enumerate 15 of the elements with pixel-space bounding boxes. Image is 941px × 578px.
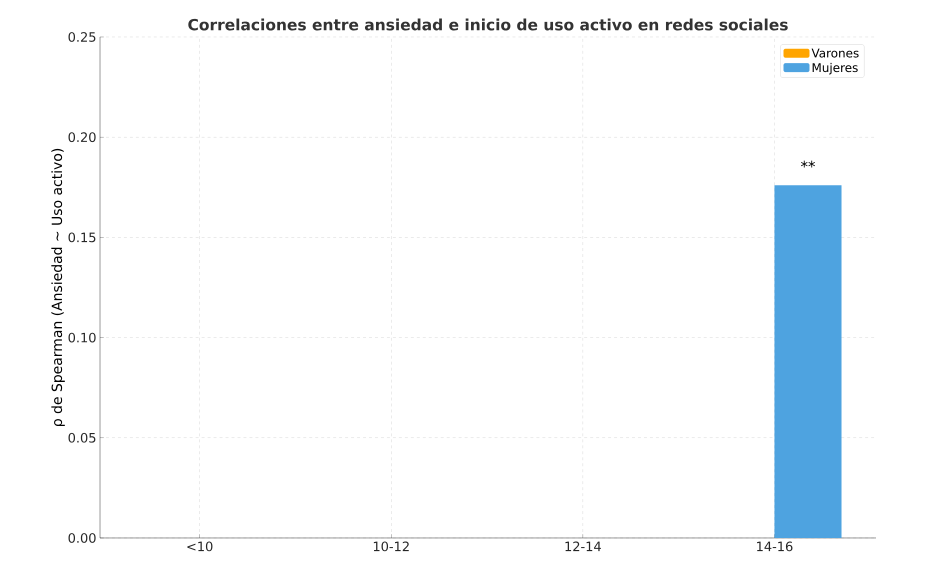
x-tick-label: 10-12 xyxy=(374,542,409,552)
y-axis-title: ρ de Spearman (Ansiedad ~ Uso activo) xyxy=(51,148,65,426)
y-tick-label: 0.25 xyxy=(68,32,96,42)
y-tick-label: 0.10 xyxy=(68,332,96,342)
legend-label: Mujeres xyxy=(812,62,858,74)
x-tick-label: 14-16 xyxy=(757,542,792,552)
y-tick-label: 0.20 xyxy=(68,132,96,142)
y-tick-label: 0.15 xyxy=(68,232,96,242)
legend-label: Varones xyxy=(812,48,859,58)
x-tick-label: <10 xyxy=(187,542,212,552)
annotation: ** xyxy=(800,160,816,168)
y-tick-label: 0.05 xyxy=(68,432,96,443)
y-tick-label: 0.00 xyxy=(68,533,96,543)
chart-title: Correlaciones entre ansiedad e inicio de uso activo en redes sociales xyxy=(188,18,788,30)
x-tick-label: 12-14 xyxy=(565,542,601,552)
